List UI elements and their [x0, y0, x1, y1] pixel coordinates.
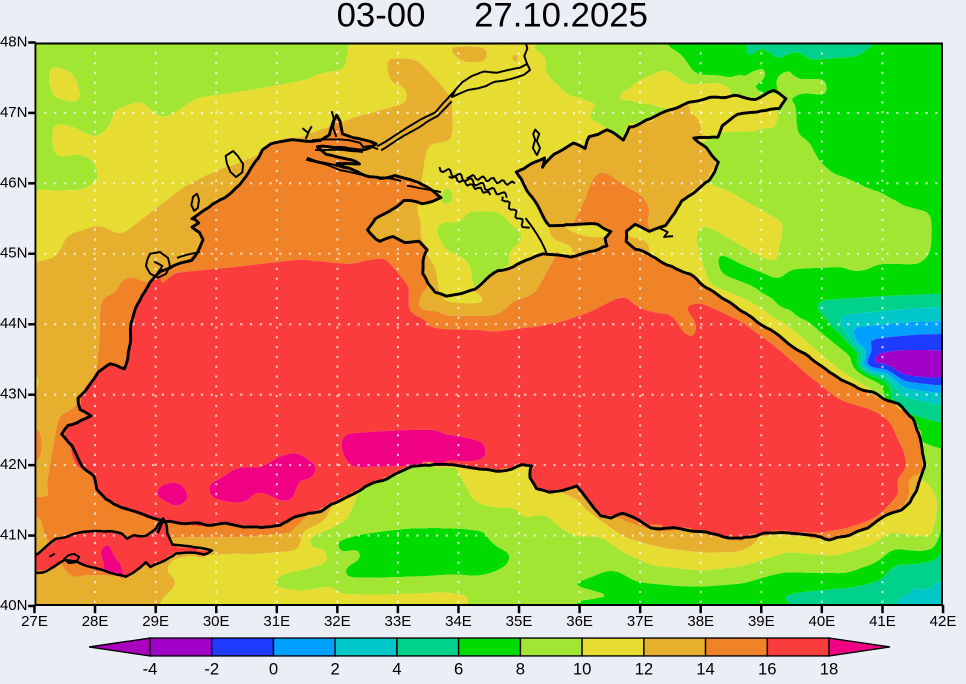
svg-text:6: 6 [454, 659, 463, 678]
svg-text:40N: 40N [0, 597, 27, 614]
svg-text:43N: 43N [0, 386, 27, 403]
svg-text:42N: 42N [0, 456, 27, 473]
svg-text:44N: 44N [0, 315, 27, 332]
svg-text:-2: -2 [204, 659, 219, 678]
svg-text:2: 2 [331, 659, 340, 678]
svg-text:34E: 34E [445, 613, 472, 630]
svg-text:35E: 35E [506, 613, 533, 630]
svg-text:16: 16 [758, 659, 777, 678]
svg-text:48N: 48N [0, 33, 27, 50]
svg-text:28E: 28E [82, 613, 109, 630]
svg-text:4: 4 [392, 659, 401, 678]
svg-text:03-00: 03-00 [337, 0, 426, 34]
svg-text:8: 8 [516, 659, 525, 678]
svg-text:27E: 27E [21, 613, 48, 630]
svg-text:41N: 41N [0, 526, 27, 543]
svg-text:0: 0 [269, 659, 278, 678]
svg-text:42E: 42E [930, 613, 957, 630]
svg-text:12: 12 [635, 659, 654, 678]
svg-text:14: 14 [696, 659, 715, 678]
svg-text:40E: 40E [809, 613, 836, 630]
svg-text:29E: 29E [142, 613, 169, 630]
svg-text:32E: 32E [324, 613, 351, 630]
svg-text:45N: 45N [0, 245, 27, 262]
svg-text:39E: 39E [748, 613, 775, 630]
svg-text:47N: 47N [0, 104, 27, 121]
svg-text:33E: 33E [385, 613, 412, 630]
svg-text:27.10.2025: 27.10.2025 [474, 0, 648, 34]
svg-text:41E: 41E [869, 613, 896, 630]
svg-text:31E: 31E [263, 613, 290, 630]
svg-text:37E: 37E [627, 613, 654, 630]
svg-text:18: 18 [820, 659, 839, 678]
svg-text:30E: 30E [203, 613, 230, 630]
svg-text:36E: 36E [566, 613, 593, 630]
svg-text:10: 10 [573, 659, 592, 678]
svg-text:-4: -4 [143, 659, 158, 678]
svg-text:46N: 46N [0, 174, 27, 191]
svg-text:38E: 38E [687, 613, 714, 630]
